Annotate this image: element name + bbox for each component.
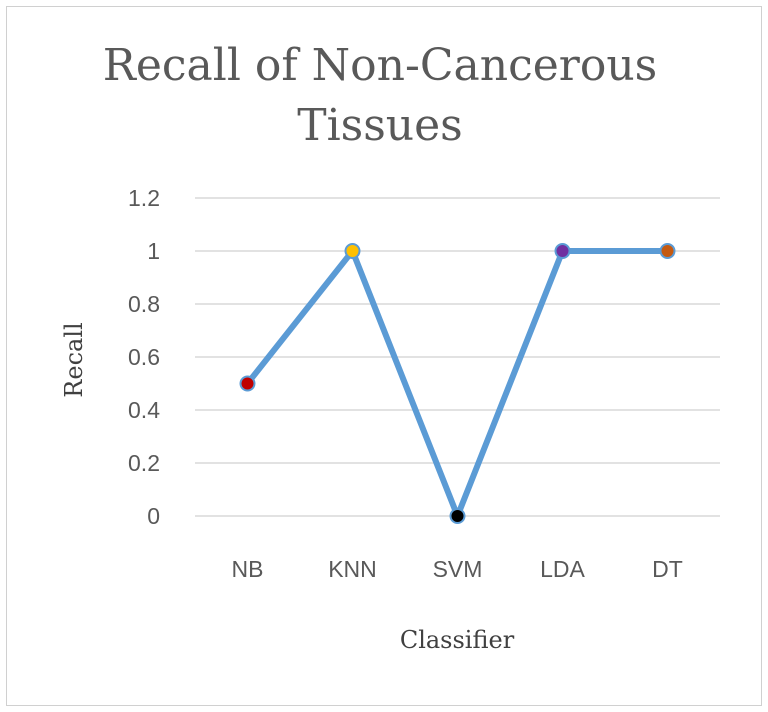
x-axis-tick-labels: NB KNN SVM LDA DT	[232, 556, 683, 582]
y-tick-label: 0.8	[128, 291, 160, 317]
y-tick-label: 1.2	[128, 185, 160, 211]
y-axis-tick-labels: 0 0.2 0.4 0.6 0.8 1 1.2	[128, 185, 160, 529]
series-line	[244, 248, 671, 519]
chart-title-line-1: Recall of Non-Cancerous	[103, 40, 658, 91]
data-point-marker	[659, 243, 676, 259]
y-axis-title: Recall	[60, 322, 88, 397]
data-point-marker	[344, 243, 361, 259]
chart-title: Recall of Non-Cancerous Tissues	[103, 40, 658, 151]
data-markers	[239, 243, 676, 524]
data-point-marker	[554, 243, 571, 259]
x-tick-label: DT	[652, 556, 683, 582]
data-point-marker	[239, 375, 256, 392]
series-line-path	[244, 248, 671, 519]
x-tick-label: KNN	[328, 556, 377, 582]
chart-frame	[6, 6, 762, 706]
y-tick-label: 1	[147, 238, 160, 264]
x-tick-label: LDA	[540, 556, 585, 582]
x-axis-title: Classifier	[400, 626, 515, 654]
gridlines	[195, 197, 720, 517]
y-tick-label: 0.2	[128, 450, 160, 476]
y-tick-label: 0	[147, 503, 160, 529]
y-tick-label: 0.4	[128, 397, 160, 423]
x-tick-label: SVM	[433, 556, 483, 582]
x-tick-label: NB	[232, 556, 264, 582]
data-point-marker	[449, 508, 466, 524]
chart-title-line-2: Tissues	[297, 100, 463, 151]
y-tick-label: 0.6	[128, 344, 160, 370]
